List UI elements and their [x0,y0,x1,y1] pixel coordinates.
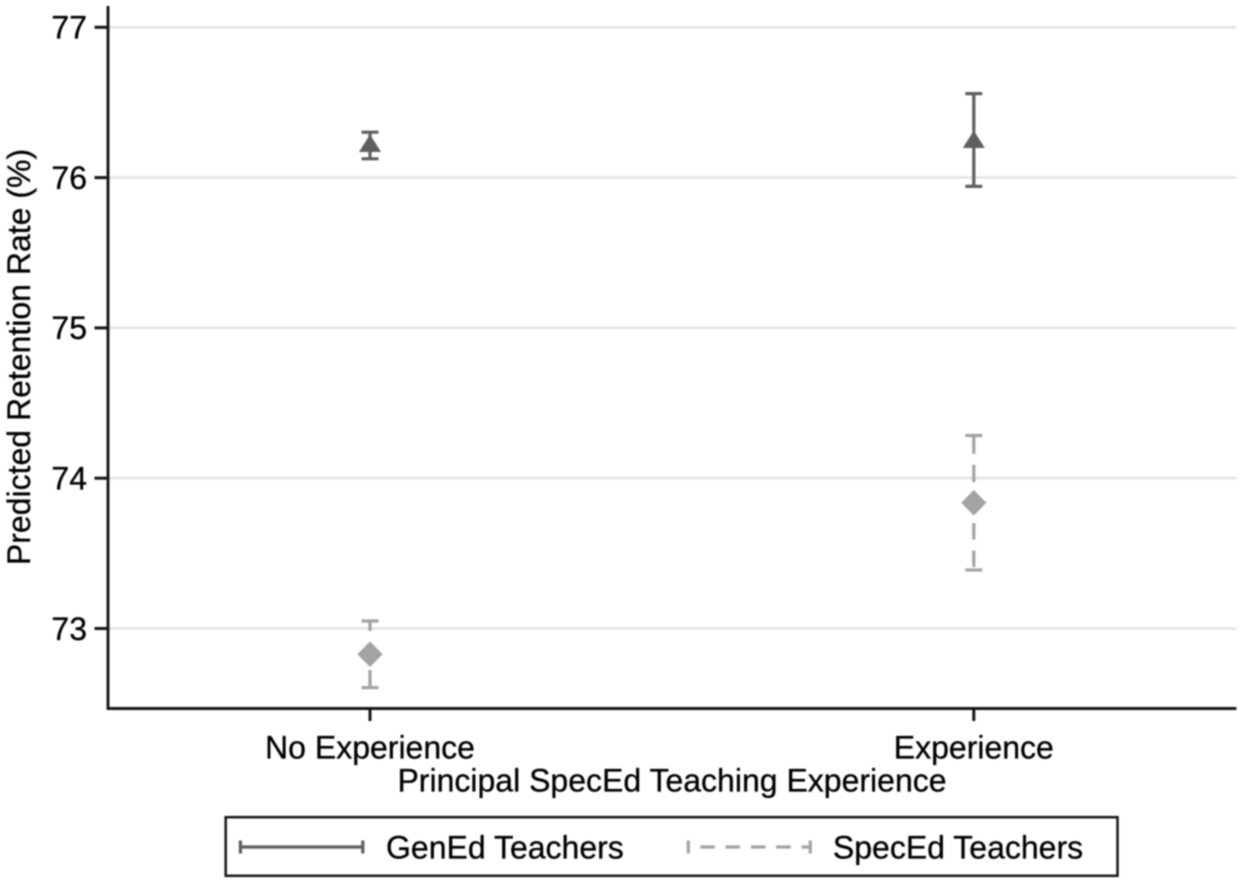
svg-text:GenEd Teachers: GenEd Teachers [386,829,624,865]
svg-text:SpecEd Teachers: SpecEd Teachers [833,829,1083,865]
svg-text:77: 77 [51,10,87,46]
svg-text:No Experience: No Experience [265,730,475,766]
svg-text:76: 76 [51,160,87,196]
svg-text:Experience: Experience [894,730,1054,766]
svg-text:75: 75 [51,310,87,346]
svg-text:Principal SpecEd Teaching Expe: Principal SpecEd Teaching Experience [397,763,946,799]
svg-text:74: 74 [51,461,87,497]
svg-text:73: 73 [51,611,87,647]
svg-text:Predicted Retention Rate (%): Predicted Retention Rate (%) [1,149,37,565]
